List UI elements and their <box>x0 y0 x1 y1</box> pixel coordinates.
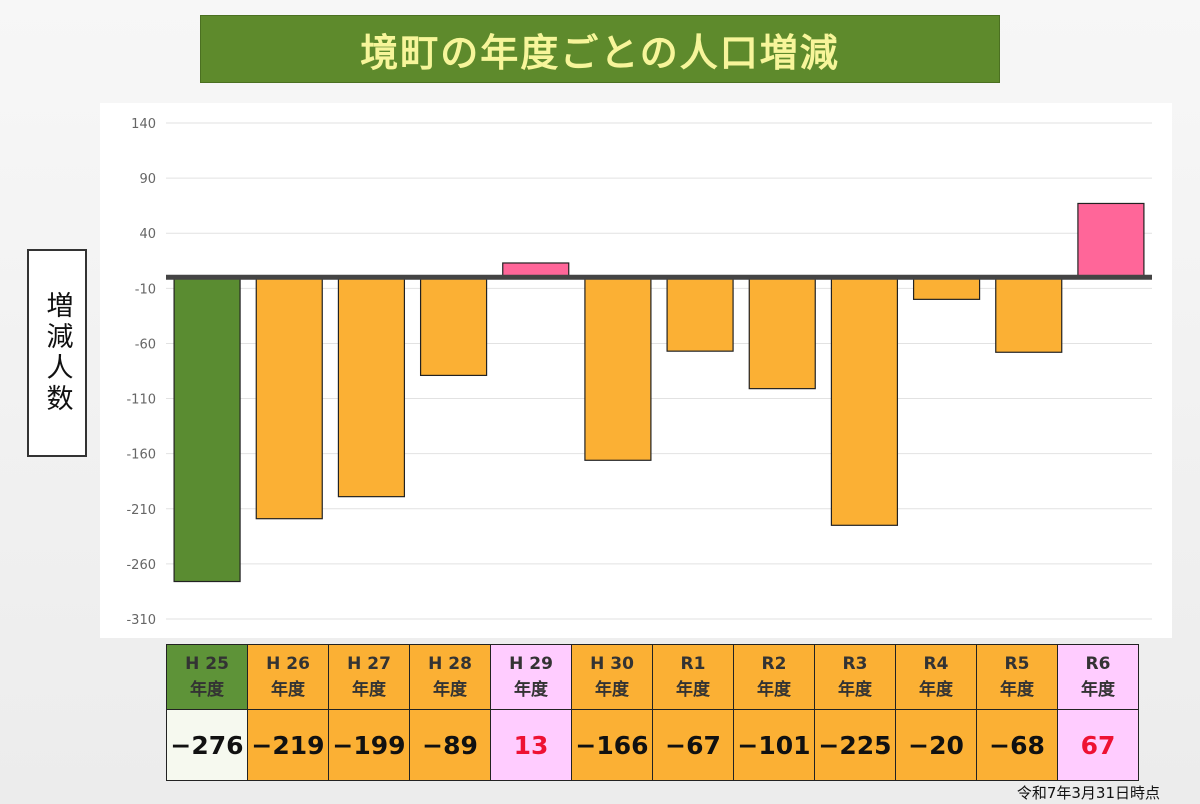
table-header-cell: H 25 年度 <box>166 644 248 710</box>
bar <box>666 276 734 352</box>
category-unit-label: 年度 <box>1000 680 1034 700</box>
y-tick-label: 90 <box>139 172 156 187</box>
bar <box>1077 202 1145 278</box>
table-header-cell: R2 年度 <box>733 644 815 710</box>
category-unit-label: 年度 <box>757 680 791 700</box>
bar <box>255 276 323 520</box>
bar <box>419 276 488 377</box>
table-value-cell: −166 <box>571 709 653 781</box>
bar-chart: 140 90 40 -10 -60 -110 -160 -210 -260 -310 <box>126 117 1152 628</box>
category-unit-label: 年度 <box>433 680 467 700</box>
category-era-label: R2 <box>761 654 787 674</box>
category-era-label: H 25 <box>185 654 229 674</box>
category-era-label: H 30 <box>590 654 634 674</box>
y-tick-label: 40 <box>139 227 156 242</box>
bar <box>173 276 241 583</box>
category-unit-label: 年度 <box>514 680 548 700</box>
category-unit-label: 年度 <box>595 680 629 700</box>
chart-title: 境町の年度ごとの人口増減 <box>200 15 1000 83</box>
table-value-cell: −20 <box>895 709 977 781</box>
data-table-header-row: H 25 年度 H 26 年度 H 27 年度 H 28 年度 H 29 年度 H 30 年度 R1 年度… <box>166 644 1139 710</box>
y-axis-label: 増減人数 <box>27 249 87 457</box>
bar <box>748 276 816 390</box>
bar <box>995 276 1063 353</box>
category-era-label: H 27 <box>347 654 391 674</box>
table-value-cell: −101 <box>733 709 815 781</box>
table-value-cell: −68 <box>976 709 1058 781</box>
bar <box>912 276 981 300</box>
bar <box>337 276 406 498</box>
category-era-label: H 26 <box>266 654 310 674</box>
plot-area: 140 90 40 -10 -60 -110 -160 -210 -260 -310 <box>100 103 1172 638</box>
table-header-cell: R6 年度 <box>1057 644 1139 710</box>
data-table: H 25 年度 H 26 年度 H 27 年度 H 28 年度 H 29 年度 H 30 年度 R1 年度… <box>166 644 1139 781</box>
table-header-cell: H 26 年度 <box>247 644 329 710</box>
category-unit-label: 年度 <box>352 680 386 700</box>
category-unit-label: 年度 <box>271 680 305 700</box>
table-header-cell: H 30 年度 <box>571 644 653 710</box>
table-header-cell: R4 年度 <box>895 644 977 710</box>
table-value-cell: −89 <box>409 709 491 781</box>
data-table-value-row: −276 −219 −199 −89 13 −166 −67 −101 −225 −20 −68 67 <box>166 709 1139 781</box>
table-header-cell: R3 年度 <box>814 644 896 710</box>
table-value-cell: −225 <box>814 709 896 781</box>
table-value-cell: −67 <box>652 709 734 781</box>
table-header-cell: R1 年度 <box>652 644 734 710</box>
category-unit-label: 年度 <box>190 680 224 700</box>
y-tick-label: -260 <box>126 558 156 573</box>
y-tick-label: 140 <box>131 117 156 132</box>
table-value-cell: −219 <box>247 709 329 781</box>
y-tick-label: -60 <box>135 337 156 352</box>
table-header-cell: H 29 年度 <box>490 644 572 710</box>
y-tick-label: -110 <box>126 393 156 408</box>
category-era-label: H 28 <box>428 654 472 674</box>
y-tick-label: -310 <box>126 613 156 628</box>
category-unit-label: 年度 <box>676 680 710 700</box>
category-era-label: R4 <box>923 654 949 674</box>
category-era-label: R5 <box>1004 654 1030 674</box>
category-unit-label: 年度 <box>919 680 953 700</box>
category-era-label: H 29 <box>509 654 553 674</box>
y-tick-label: -10 <box>135 282 156 297</box>
table-header-cell: R5 年度 <box>976 644 1058 710</box>
category-unit-label: 年度 <box>838 680 872 700</box>
y-tick-label: -210 <box>126 503 156 518</box>
table-header-cell: H 28 年度 <box>409 644 491 710</box>
bar <box>584 276 652 461</box>
table-value-cell: 67 <box>1057 709 1139 781</box>
table-value-cell: −199 <box>328 709 410 781</box>
table-header-cell: H 27 年度 <box>328 644 410 710</box>
category-era-label: R1 <box>680 654 706 674</box>
category-unit-label: 年度 <box>1081 680 1115 700</box>
category-era-label: R3 <box>842 654 868 674</box>
y-tick-label: -160 <box>126 448 156 463</box>
bar <box>830 276 899 526</box>
table-value-cell: 13 <box>490 709 572 781</box>
category-era-label: R6 <box>1085 654 1111 674</box>
table-value-cell: −276 <box>166 709 248 781</box>
footnote: 令和7年3月31日時点 <box>1016 784 1160 802</box>
